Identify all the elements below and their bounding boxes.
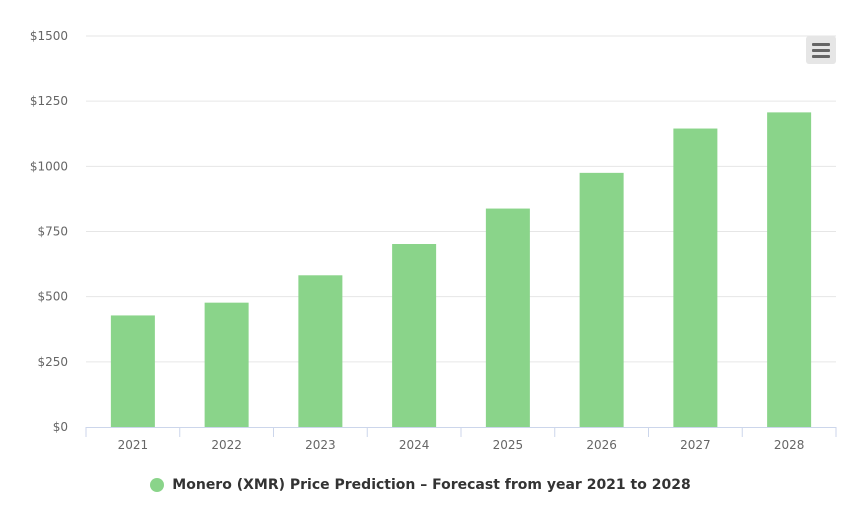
legend-item[interactable]: Monero (XMR) Price Prediction – Forecast… bbox=[150, 477, 691, 493]
y-tick-label: $1250 bbox=[30, 94, 68, 108]
chart-menu-button[interactable] bbox=[806, 36, 836, 64]
hamburger-menu-icon bbox=[812, 43, 830, 46]
legend: Monero (XMR) Price Prediction – Forecast… bbox=[0, 477, 841, 496]
legend-label: Monero (XMR) Price Prediction – Forecast… bbox=[172, 477, 691, 493]
y-tick-label: $1500 bbox=[30, 29, 68, 43]
hamburger-menu-icon-middle bbox=[812, 49, 830, 52]
x-tick-label: 2024 bbox=[399, 438, 430, 452]
bar-2021[interactable] bbox=[110, 315, 155, 427]
y-tick-label: $1000 bbox=[30, 159, 68, 173]
y-tick-label: $250 bbox=[37, 355, 68, 369]
x-tick-label: 2021 bbox=[118, 438, 149, 452]
x-tick-label: 2022 bbox=[211, 438, 242, 452]
x-tick-label: 2025 bbox=[493, 438, 524, 452]
bar-2025[interactable] bbox=[485, 208, 530, 427]
y-axis-tick-labels: $0 $250 $500 $750 $1000 $1250 $1500 bbox=[30, 29, 68, 434]
bar-2027[interactable] bbox=[673, 128, 718, 427]
bar-2028[interactable] bbox=[767, 112, 812, 427]
legend-dot-icon bbox=[150, 478, 165, 492]
x-tick-label: 2026 bbox=[586, 438, 617, 452]
bar-2026[interactable] bbox=[579, 172, 624, 427]
x-tick-label: 2028 bbox=[774, 438, 805, 452]
hamburger-menu-icon-bottom bbox=[812, 55, 830, 58]
x-tick-label: 2027 bbox=[680, 438, 711, 452]
y-tick-label: $500 bbox=[37, 290, 68, 304]
bar-2022[interactable] bbox=[204, 302, 249, 427]
bar-2024[interactable] bbox=[392, 244, 437, 427]
bar-series bbox=[110, 112, 812, 427]
x-tick-label: 2023 bbox=[305, 438, 336, 452]
grid-lines bbox=[86, 35, 836, 363]
bar-2023[interactable] bbox=[298, 275, 343, 427]
x-axis: 2021 2022 2023 2024 2025 2026 2027 2028 bbox=[85, 427, 837, 452]
y-tick-label: $0 bbox=[53, 420, 68, 434]
y-tick-label: $750 bbox=[37, 225, 68, 239]
